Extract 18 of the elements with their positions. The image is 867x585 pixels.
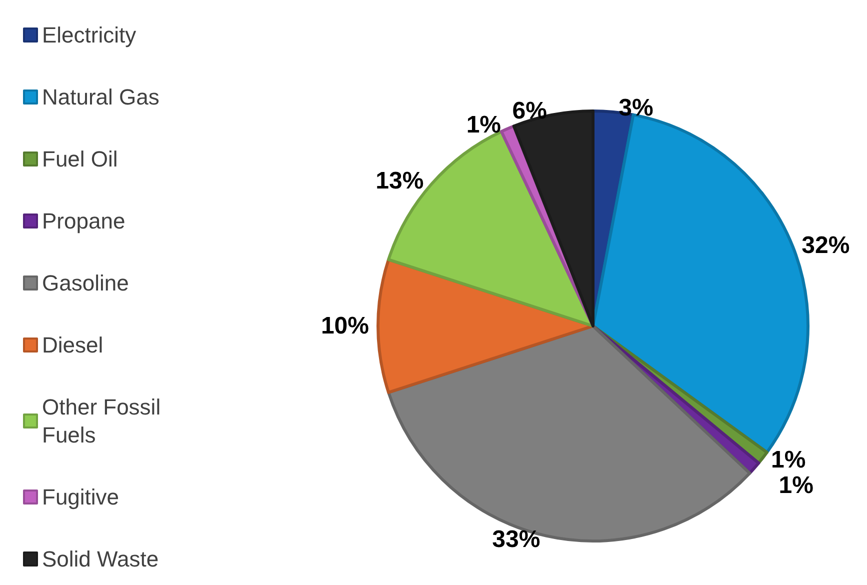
legend-label: Fuel Oil — [42, 146, 118, 172]
data-label: 1% — [466, 112, 502, 139]
data-label: 10% — [320, 312, 369, 340]
legend-label: Solid Waste — [42, 546, 159, 572]
data-label: 32% — [802, 232, 850, 259]
legend-label: Electricity — [42, 22, 136, 48]
data-label: 3% — [618, 94, 654, 122]
legend-label: Diesel — [42, 332, 104, 358]
legend-label: Propane — [42, 208, 126, 234]
data-label: 13% — [376, 168, 424, 195]
data-label: 1% — [778, 472, 814, 499]
legend-label: Natural Gas — [42, 84, 160, 110]
data-label: 33% — [492, 526, 540, 554]
legend-label: Other Fossil Fuels — [42, 394, 167, 448]
legend-label: Fugitive — [42, 484, 120, 510]
data-label: 1% — [771, 446, 806, 474]
data-label: 6% — [512, 97, 547, 124]
legend-label: Gasoline — [42, 270, 129, 296]
